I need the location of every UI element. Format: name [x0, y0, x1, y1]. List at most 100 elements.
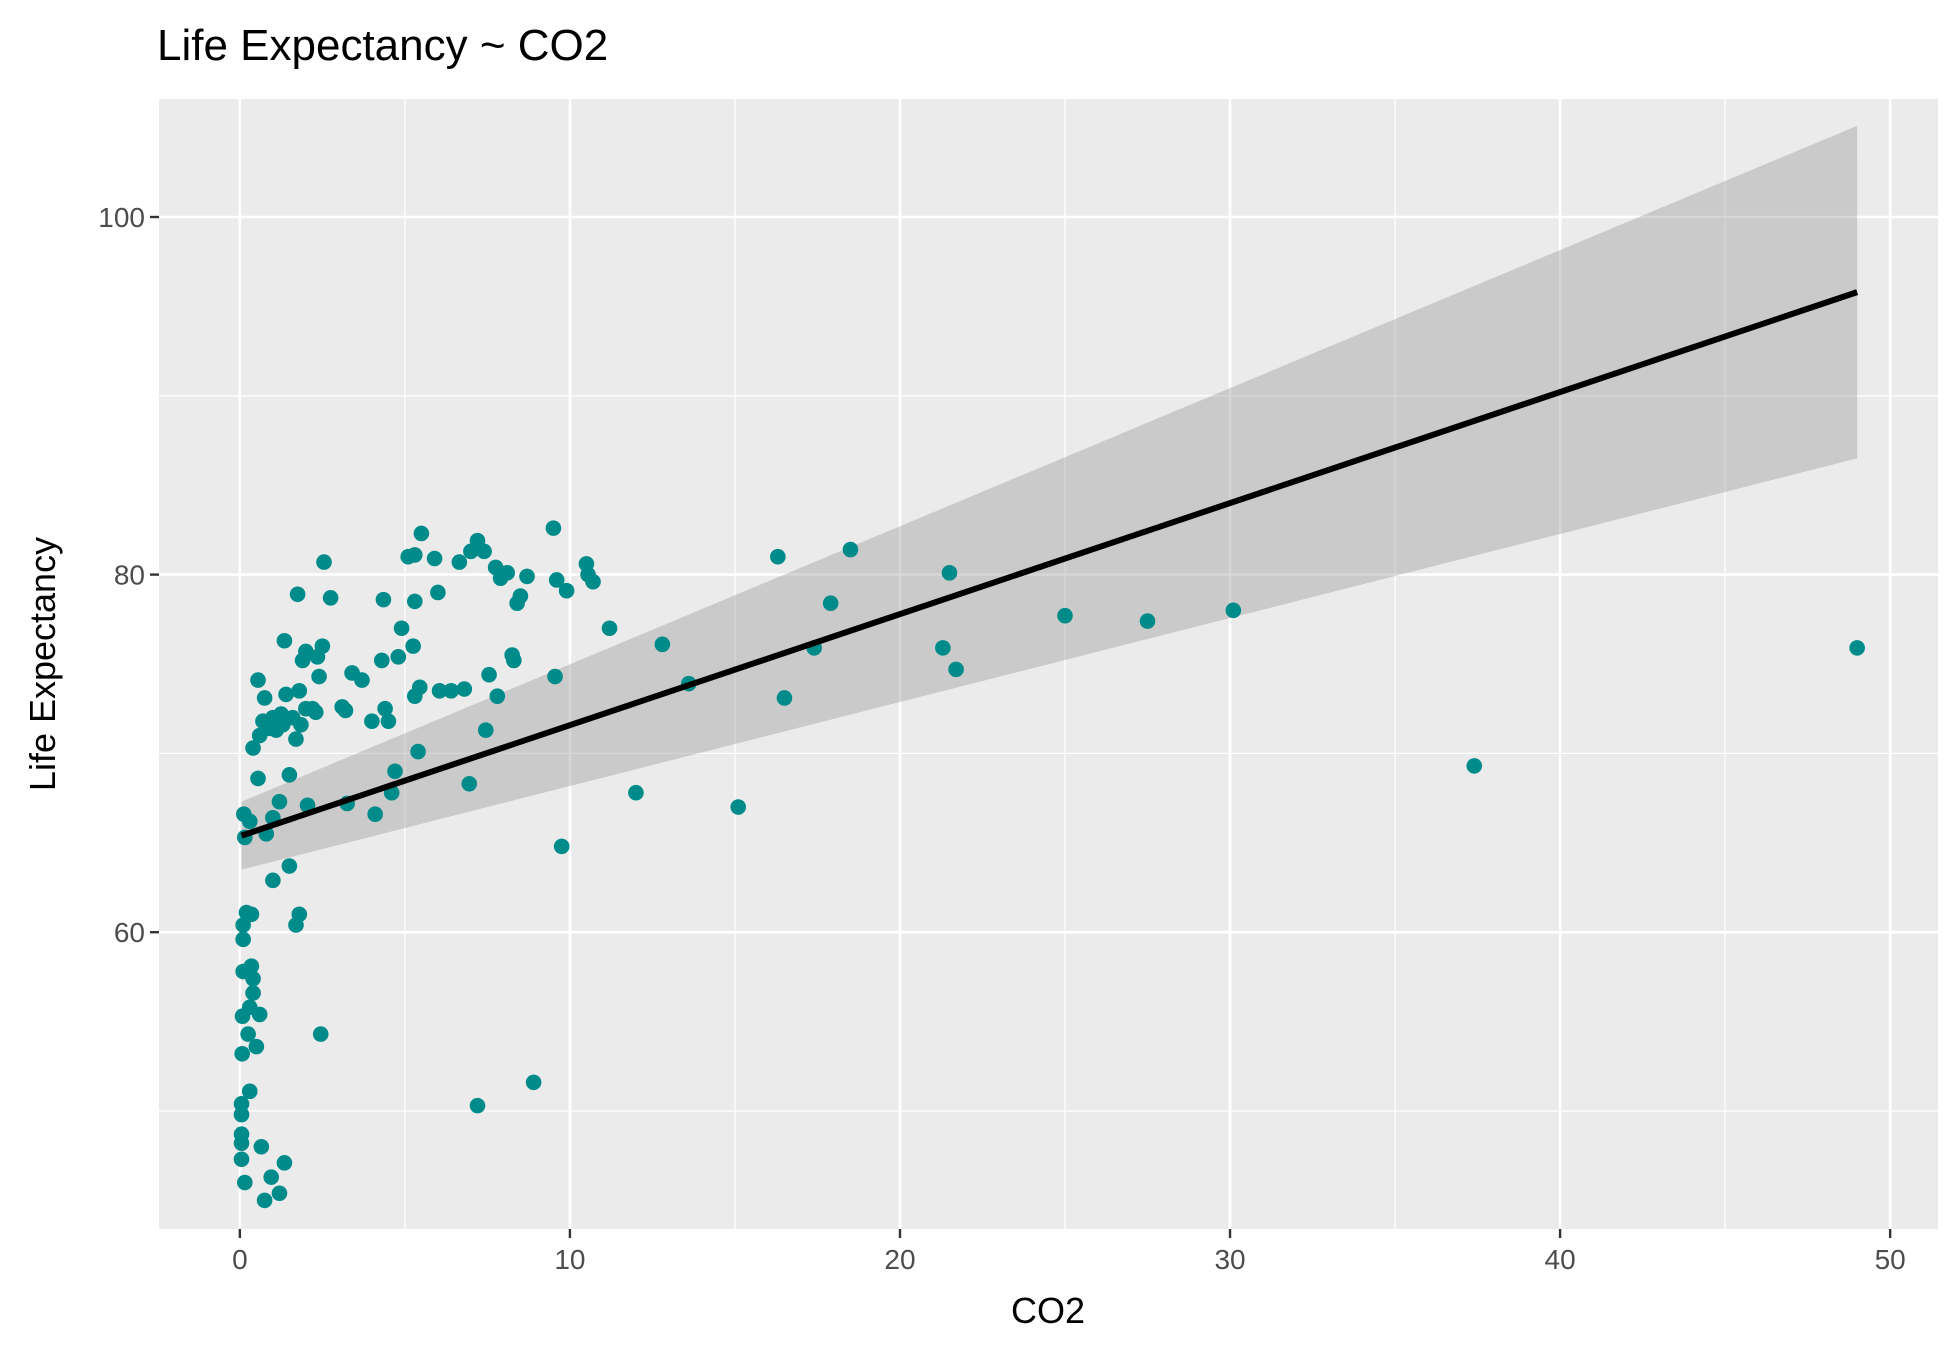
data-point — [243, 958, 260, 974]
data-point — [387, 763, 403, 780]
grid-major — [159, 99, 1938, 1229]
data-point — [243, 906, 260, 923]
data-point — [512, 588, 529, 604]
data-point — [316, 554, 332, 570]
scatter-points — [233, 520, 1865, 1209]
data-point — [585, 573, 601, 590]
x-tick-label: 20 — [884, 1244, 915, 1275]
data-point — [281, 767, 298, 783]
data-point — [451, 554, 468, 570]
x-axis-title: CO2 — [1011, 1290, 1085, 1331]
data-point — [307, 704, 324, 721]
data-point — [251, 1006, 268, 1023]
data-point — [506, 652, 522, 669]
data-point — [235, 917, 251, 933]
data-point — [253, 1138, 270, 1155]
data-point — [291, 906, 308, 923]
chart-title: Life Expectancy ~ CO2 — [157, 21, 608, 70]
data-point — [263, 1169, 280, 1185]
data-point — [367, 806, 383, 822]
data-point — [553, 838, 570, 855]
data-point — [1466, 758, 1483, 774]
data-point — [289, 586, 306, 603]
data-point — [250, 770, 266, 787]
data-point — [288, 731, 304, 747]
data-point — [499, 565, 516, 581]
data-point — [469, 1097, 486, 1114]
data-point — [373, 652, 390, 669]
data-point — [477, 722, 494, 738]
data-point — [377, 700, 393, 717]
data-point — [935, 640, 951, 656]
data-point — [276, 632, 293, 649]
data-point — [431, 683, 448, 699]
data-point — [265, 872, 281, 889]
data-point — [233, 1096, 250, 1112]
data-point — [822, 595, 839, 612]
data-point — [476, 543, 492, 560]
data-point — [375, 591, 392, 608]
data-point — [1849, 640, 1865, 656]
data-point — [311, 668, 327, 685]
data-point — [233, 1126, 250, 1143]
data-point — [941, 565, 958, 581]
data-point — [545, 520, 562, 536]
data-point — [245, 740, 261, 756]
regression-line — [240, 289, 1859, 839]
data-point — [354, 672, 370, 688]
data-point — [256, 690, 273, 706]
data-point — [548, 572, 565, 588]
data-point — [547, 668, 563, 685]
data-point — [314, 638, 331, 654]
data-point — [390, 649, 407, 665]
data-point — [519, 568, 535, 585]
data-point — [426, 550, 443, 567]
data-point — [256, 1192, 273, 1209]
x-tick-label: 10 — [554, 1244, 585, 1275]
confidence-ribbon — [241, 125, 1858, 870]
data-point — [245, 970, 261, 987]
data-point — [278, 686, 294, 703]
y-axis-title: Life Expectancy — [22, 537, 63, 791]
data-point — [654, 636, 671, 653]
data-point — [337, 702, 354, 719]
y-axis: 60 80 100 — [98, 202, 159, 948]
data-point — [312, 1026, 329, 1042]
data-point — [410, 743, 426, 760]
data-point — [456, 681, 473, 697]
data-point — [248, 1038, 265, 1055]
x-tick-label: 30 — [1214, 1244, 1245, 1275]
data-point — [276, 1155, 293, 1171]
grid-minor — [159, 99, 1938, 1229]
data-point — [948, 661, 964, 678]
data-point — [525, 1074, 542, 1091]
data-point — [1057, 607, 1073, 624]
data-point — [281, 858, 298, 874]
data-point — [241, 813, 258, 830]
data-point — [235, 931, 251, 948]
x-tick-label: 0 — [232, 1244, 248, 1275]
data-point — [406, 593, 423, 610]
data-point — [233, 1106, 250, 1123]
data-point — [770, 548, 786, 565]
plot-panel — [159, 99, 1938, 1229]
data-point — [558, 582, 575, 599]
data-point — [730, 799, 747, 815]
data-point — [481, 666, 497, 683]
data-point — [234, 1045, 250, 1062]
data-point — [245, 985, 261, 1001]
y-tick-label: 100 — [98, 202, 145, 233]
data-point — [293, 716, 309, 733]
data-point — [237, 1174, 253, 1191]
data-point — [443, 683, 459, 699]
data-point — [1225, 602, 1242, 619]
data-point — [776, 690, 793, 706]
data-point — [271, 793, 288, 810]
data-point — [489, 688, 506, 704]
x-tick-label: 50 — [1875, 1244, 1906, 1275]
data-point — [411, 679, 428, 696]
data-point — [405, 638, 421, 654]
data-point — [842, 541, 859, 558]
data-point — [628, 784, 644, 801]
